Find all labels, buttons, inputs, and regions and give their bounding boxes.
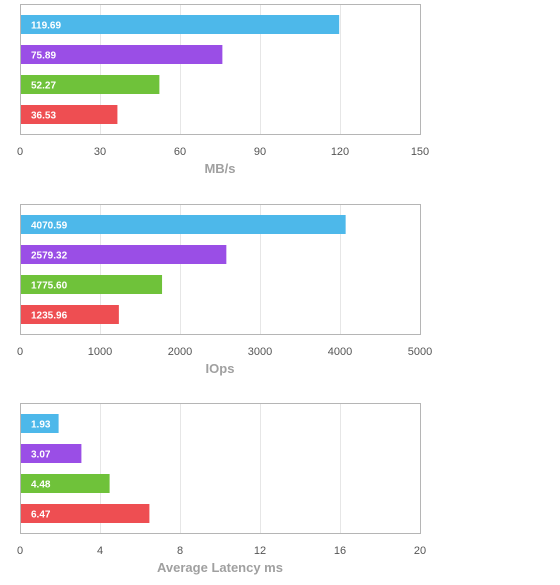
iops-bar-1 — [21, 215, 346, 234]
latency-bar-label-2: 3.07 — [31, 450, 51, 461]
latency-tick-label: 0 — [17, 545, 23, 557]
throughput-bar-2 — [21, 45, 223, 64]
latency-bar-3 — [21, 474, 110, 493]
latency-chart: 1.93 3.07 4.48 6.47 0 4 8 12 16 20 Average Latency… — [17, 403, 426, 575]
throughput-bar-label-4: 36.53 — [31, 111, 56, 122]
throughput-tick-label: 60 — [174, 146, 186, 158]
iops-tick-label: 3000 — [248, 346, 272, 358]
throughput-bar-1 — [21, 15, 340, 34]
iops-bar-label-3: 1775.60 — [31, 281, 68, 292]
throughput-tick-label: 90 — [254, 146, 266, 158]
iops-bar-label-1: 4070.59 — [31, 221, 68, 232]
throughput-bar-label-1: 119.69 — [31, 21, 61, 32]
throughput-axis-title: MB/s — [204, 161, 235, 176]
iops-bar-2 — [21, 245, 227, 264]
iops-tick-label: 4000 — [328, 346, 352, 358]
latency-tick-label: 8 — [177, 545, 183, 557]
throughput-chart: 119.69 75.89 52.27 36.53 0 30 60 90 120 150 MB/s — [17, 4, 429, 176]
latency-bar-2 — [21, 444, 82, 463]
latency-bar-label-1: 1.93 — [31, 420, 51, 431]
throughput-bar-3 — [21, 75, 160, 94]
iops-axis-title: IOps — [206, 361, 235, 376]
iops-tick-label: 0 — [17, 346, 23, 358]
iops-tick-label: 1000 — [88, 346, 112, 358]
iops-bar-label-2: 2579.32 — [31, 251, 68, 262]
iops-chart: 4070.59 2579.32 1775.60 1235.96 0 1000 2000 300… — [17, 204, 432, 376]
throughput-tick-label: 0 — [17, 146, 23, 158]
latency-tick-label: 12 — [254, 545, 266, 557]
throughput-tick-label: 150 — [411, 146, 429, 158]
throughput-tick-label: 30 — [94, 146, 106, 158]
throughput-bar-label-3: 52.27 — [31, 81, 56, 92]
throughput-bar-label-2: 75.89 — [31, 51, 56, 62]
iops-bar-4 — [21, 305, 119, 324]
iops-bar-label-4: 1235.96 — [31, 311, 68, 322]
latency-bar-label-4: 6.47 — [31, 510, 51, 521]
throughput-bar-4 — [21, 105, 118, 124]
latency-bar-1 — [21, 414, 59, 433]
latency-axis-title: Average Latency ms — [157, 560, 283, 575]
latency-bar-4 — [21, 504, 150, 523]
latency-tick-label: 16 — [334, 545, 346, 557]
iops-bar-3 — [21, 275, 163, 294]
latency-tick-label: 4 — [97, 545, 103, 557]
throughput-tick-label: 120 — [331, 146, 349, 158]
iops-tick-label: 5000 — [408, 346, 432, 358]
iops-tick-label: 2000 — [168, 346, 192, 358]
latency-tick-label: 20 — [414, 545, 426, 557]
latency-bar-label-3: 4.48 — [31, 480, 51, 491]
